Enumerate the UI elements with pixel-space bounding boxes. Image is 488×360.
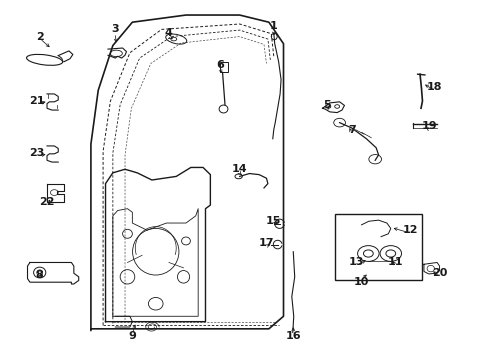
Text: 6: 6 — [216, 60, 224, 70]
Text: 15: 15 — [265, 216, 281, 226]
Text: 7: 7 — [347, 125, 355, 135]
Bar — [334, 214, 422, 280]
Text: 9: 9 — [128, 331, 136, 341]
Text: 22: 22 — [39, 197, 55, 207]
Text: 13: 13 — [348, 257, 364, 267]
Text: 2: 2 — [36, 32, 43, 41]
Text: 4: 4 — [164, 28, 172, 38]
Text: 1: 1 — [269, 21, 277, 31]
Text: 8: 8 — [36, 270, 43, 280]
Text: 23: 23 — [29, 148, 45, 158]
Text: 11: 11 — [387, 257, 403, 267]
Text: 10: 10 — [353, 277, 368, 287]
Bar — [219, 62, 228, 72]
Text: 12: 12 — [402, 225, 417, 235]
Text: 17: 17 — [258, 238, 274, 248]
Text: 21: 21 — [29, 96, 45, 106]
Text: 3: 3 — [111, 24, 119, 35]
Text: 18: 18 — [426, 82, 442, 92]
Text: 20: 20 — [431, 268, 447, 278]
Text: 19: 19 — [421, 121, 437, 131]
Text: 16: 16 — [285, 331, 301, 341]
Text: 5: 5 — [323, 100, 330, 110]
Text: 14: 14 — [231, 164, 247, 174]
